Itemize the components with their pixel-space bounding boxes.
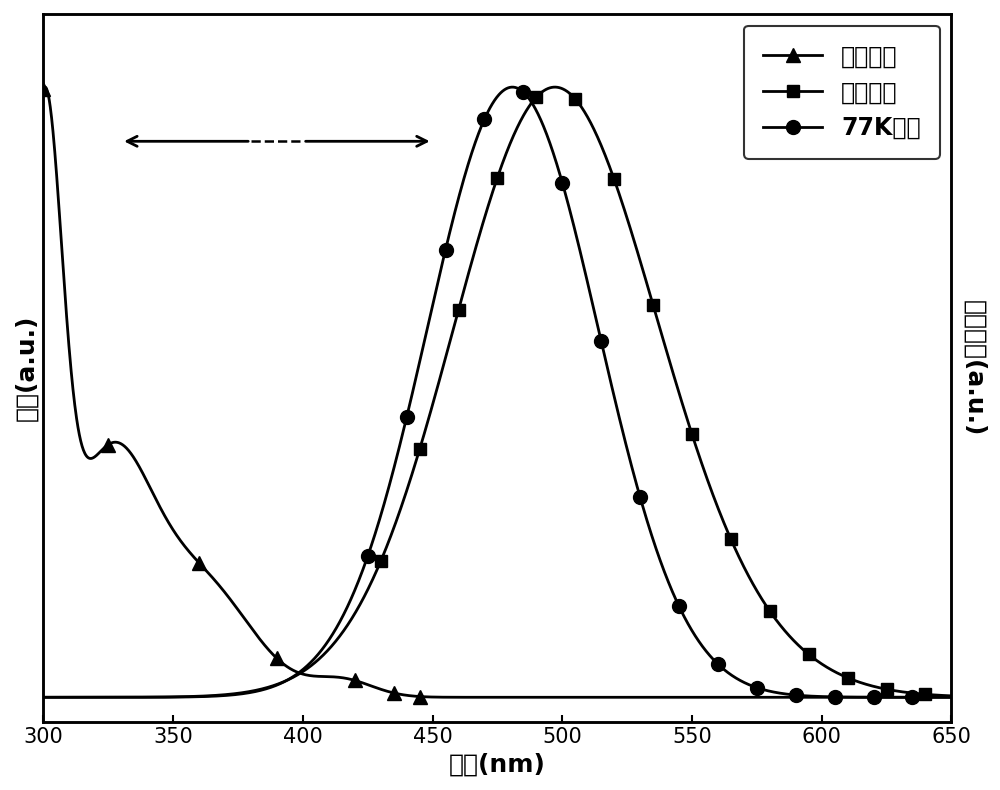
Legend: 吸收光谱, 室温荧光, 77K磷光: 吸收光谱, 室温荧光, 77K磷光 [744, 26, 940, 159]
X-axis label: 波长(nm): 波长(nm) [449, 752, 546, 776]
Y-axis label: 吸收(a.u.): 吸收(a.u.) [14, 314, 38, 421]
Y-axis label: 发光强度(a.u.): 发光强度(a.u.) [962, 299, 986, 436]
